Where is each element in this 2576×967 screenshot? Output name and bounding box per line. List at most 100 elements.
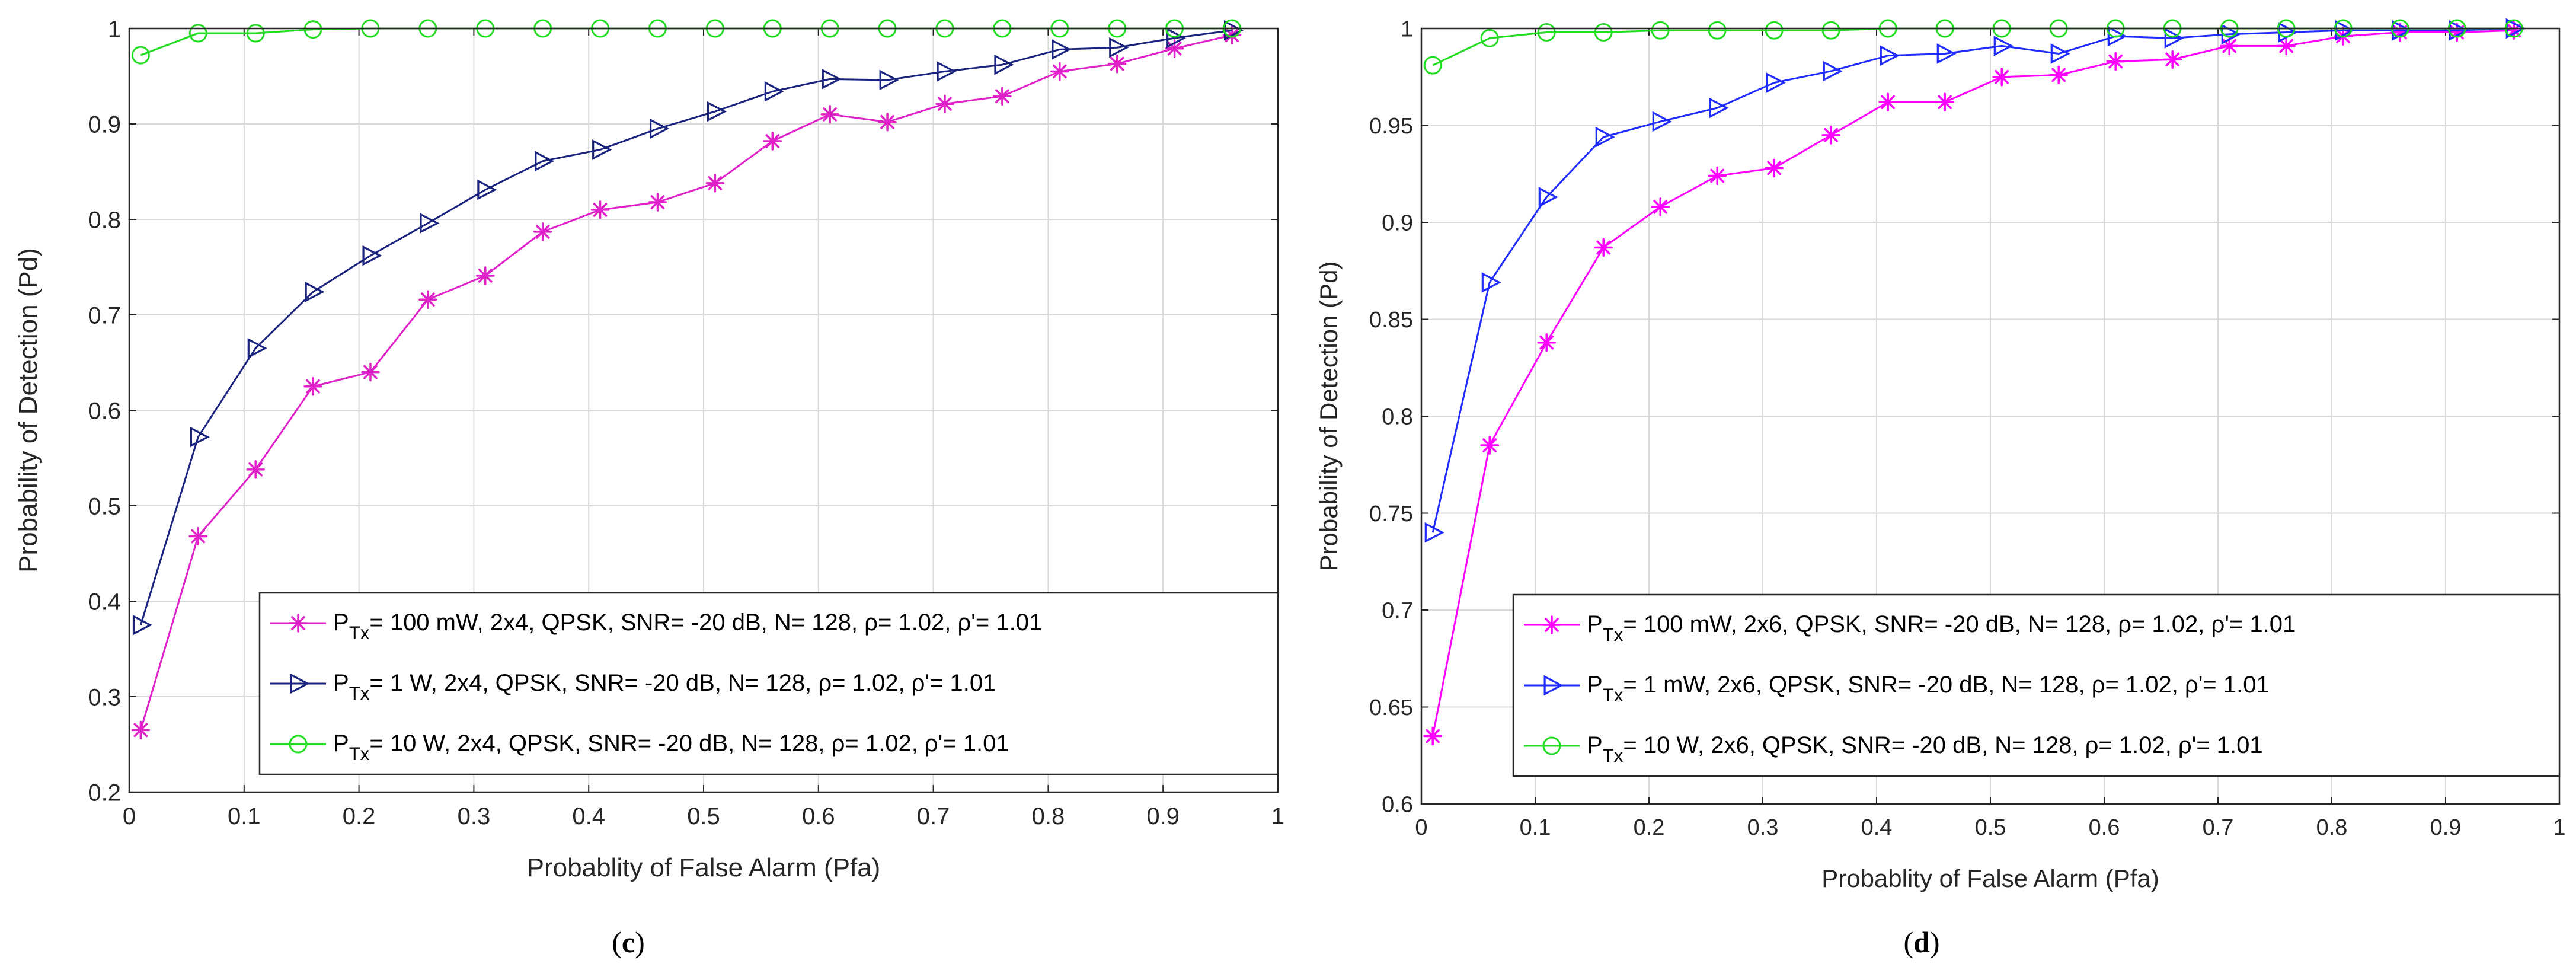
chart-d-data-point-stroke (2222, 39, 2237, 53)
chart-d-y-tick-label: 0.85 (1369, 308, 1413, 333)
chart-d-x-tick-label: 1 (2553, 815, 2565, 840)
chart-d-data-point (1936, 43, 1957, 64)
chart-c-data-point (820, 105, 839, 124)
chart-d-data-point-stroke (1938, 95, 1952, 110)
chart-c-legend-marker-stroke (291, 616, 305, 630)
chart-d-data-point (1935, 92, 1954, 112)
chart-d-legend-text-sub: Tx (1603, 685, 1623, 706)
chart-d-data-point (1481, 272, 1501, 293)
chart-d-data-point (1880, 45, 1900, 66)
chart-c-x-tick-label: 0.1 (228, 803, 261, 829)
chart-c-legend-text: PTx= 100 mW, 2x4, QPSK, SNR= -20 dB, N= … (333, 609, 1042, 643)
chart-d-data-point (1595, 126, 1615, 148)
chart-c-data-point-stroke (593, 203, 608, 217)
chart-c-data-point (935, 94, 954, 113)
chart-c-legend-marker (289, 735, 308, 754)
chart-d-legend-text-rest: = 10 W, 2x6, QPSK, SNR= -20 dB, N= 128, … (1623, 732, 2262, 758)
chart-c-data-point (763, 132, 782, 151)
chart-d-x-tick-label: 0.8 (2316, 815, 2348, 840)
chart-d-series-line (1431, 29, 2514, 736)
chart-d-legend-text-sub: Tx (1603, 745, 1623, 766)
chart-c-x-tick-label: 0.6 (802, 803, 835, 829)
chart-c-data-point (362, 245, 382, 266)
chart-d-legend-text-main: P (1587, 672, 1603, 698)
chart-d-legend-text: PTx= 1 mW, 2x6, QPSK, SNR= -20 dB, N= 12… (1587, 672, 2270, 706)
chart-c-x-tick-label: 0.3 (458, 803, 491, 829)
chart-d-x-tick-label: 0.4 (1861, 815, 1893, 840)
chart-d-data-point (1594, 23, 1613, 42)
chart-d-data-point (1708, 21, 1727, 40)
chart-d-data-point (1709, 97, 1729, 119)
chart-c-data-point (188, 526, 208, 546)
chart-c-legend-text-sub: Tx (349, 743, 370, 764)
chart-c-data-point-stroke (248, 462, 263, 477)
chart-d-y-tick-label: 0.95 (1369, 114, 1413, 139)
chart-d-legend-text-main: P (1587, 732, 1603, 758)
chart-d-x-tick-label: 0.5 (1975, 815, 2006, 840)
chart-c-x-tick-label: 0 (123, 803, 136, 829)
chart-c-data-point-stroke (938, 97, 952, 111)
chart-c-data-point (477, 179, 497, 200)
chart-c-y-tick-label: 0.8 (88, 207, 121, 233)
chart-c-data-point-stroke (191, 529, 206, 544)
chart-d-data-point (1423, 56, 1442, 75)
chart-c-data-point (132, 614, 152, 636)
chart-d-x-tick-label: 0.1 (1520, 815, 1551, 840)
chart-d-y-tick-label: 0.65 (1369, 695, 1413, 720)
chart-c-legend-text-sub: Tx (349, 683, 370, 704)
chart-d-data-point-stroke (2108, 54, 2123, 69)
chart-c-legend: PTx= 100 mW, 2x4, QPSK, SNR= -20 dB, N= … (258, 592, 1279, 775)
chart-d-data-point (2164, 28, 2184, 49)
chart-d-data-point-stroke (1482, 438, 1497, 452)
chart-d-data-point (1992, 68, 2011, 87)
chart-c-data-point (303, 20, 322, 39)
chart-d-legend-marker-stroke (1545, 618, 1559, 632)
chart-c-axes-box (128, 27, 1279, 793)
chart-c-data-point-stroke (765, 134, 780, 148)
chart-c-y-axis-label: Probability of Detection (Pd) (14, 248, 43, 573)
chart-c-data-point (1109, 37, 1129, 58)
chart-d-data-point (1993, 36, 2014, 56)
chart-d-legend-item-2: PTx= 1 mW, 2x6, QPSK, SNR= -20 dB, N= 12… (1524, 672, 2270, 706)
chart-c-series-line (139, 34, 1232, 730)
chart-d-data-point (1651, 21, 1670, 40)
chart-c-data-point (247, 338, 267, 359)
chart-d-data-point-stroke (1824, 128, 1839, 142)
chart-d-data-point (1878, 92, 1897, 112)
chart-c-data-point (246, 460, 265, 479)
chart-c-data-point (649, 118, 670, 139)
chart-d-legend-box (1512, 593, 2561, 777)
chart-d-data-point (1480, 436, 1499, 455)
chart-c-y-tick-label: 0.2 (88, 780, 121, 806)
chart-d-data-point (1423, 726, 1442, 746)
chart-c-y-tick-label: 0.5 (88, 493, 121, 519)
chart-d-series-1 (1423, 21, 2523, 746)
chart-d-data-point (2107, 25, 2127, 47)
chart-d-legend-text-rest: = 100 mW, 2x6, QPSK, SNR= -20 dB, N= 128… (1623, 611, 2296, 637)
chart-d-data-point-stroke (1426, 729, 1440, 743)
chart-c-legend-text-rest: = 1 W, 2x4, QPSK, SNR= -20 dB, N= 128, ρ… (369, 670, 996, 696)
chart-d-y-tick-label: 0.75 (1369, 502, 1413, 526)
chart-c-data-point (131, 46, 150, 65)
chart-c-data-point (418, 290, 437, 309)
chart-c-data-point (994, 54, 1014, 75)
chart-d-data-point (1424, 522, 1444, 543)
chart-c-data-point-stroke (1167, 41, 1182, 56)
chart-c-legend-marker (290, 673, 310, 694)
chart-c-data-point (648, 193, 667, 212)
chart-c-y-tick-label: 0.9 (88, 111, 121, 138)
chart-panel-c: 0 0.1 0.2 0.3 0.4 0.5 0.6 0.7 0.8 0.9 1 0.2 0.3 0.4 0.… (14, 16, 1284, 882)
chart-c-data-point (1223, 20, 1244, 41)
chart-d-data-point (1537, 23, 1556, 42)
chart-c-data-point-stroke (133, 723, 148, 738)
chart-d-data-point (1821, 21, 1840, 40)
chart-c-y-tick-label: 0.7 (88, 302, 121, 328)
chart-d-data-point-stroke (1767, 161, 1782, 175)
chart-c-data-point-stroke (995, 89, 1009, 104)
chart-d-data-point (1652, 111, 1672, 132)
chart-d-y-axis-label: Probability of Detection (Pd) (1315, 261, 1343, 572)
chart-d-y-tick-label: 0.6 (1382, 793, 1413, 818)
chart-d-data-point (1480, 28, 1499, 47)
chart-c-x-tick-label: 0.2 (343, 803, 376, 829)
chart-c-legend-item-1: PTx= 100 mW, 2x4, QPSK, SNR= -20 dB, N= … (270, 609, 1042, 643)
